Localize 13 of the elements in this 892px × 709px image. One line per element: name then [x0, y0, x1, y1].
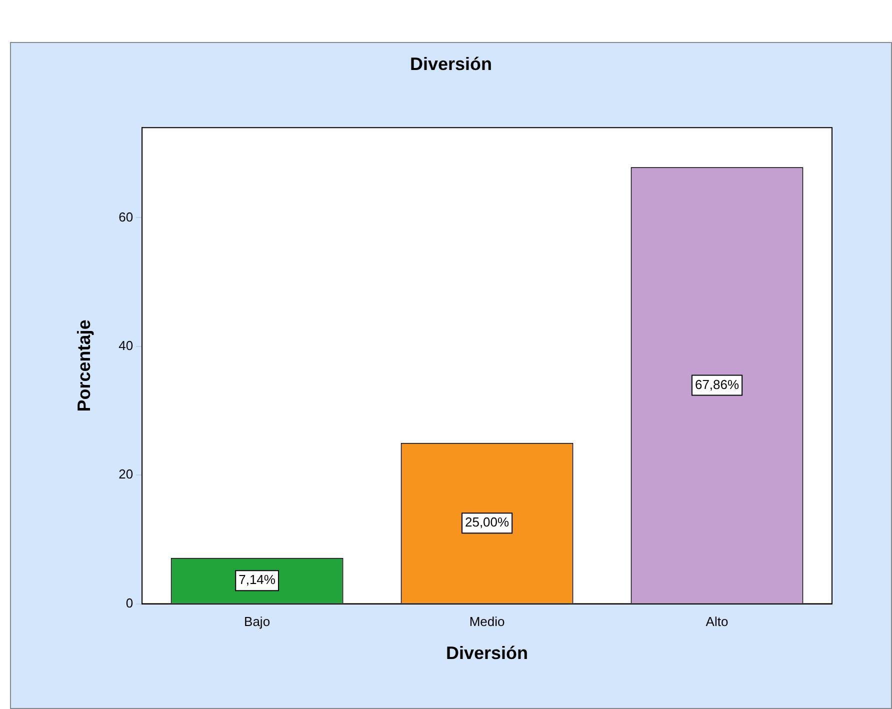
data-label: 67,86% [694, 376, 740, 392]
y-tick-label: 20 [118, 466, 134, 482]
data-label: 25,00% [464, 514, 510, 530]
x-tick-label: Alto [706, 614, 728, 630]
y-tick-label: 0 [126, 595, 134, 610]
data-label: 7,14% [238, 572, 276, 588]
x-axis-title: Diversión [446, 643, 528, 664]
x-tick-label: Bajo [244, 614, 270, 630]
y-tick-label: 60 [118, 209, 134, 224]
x-tick-label: Medio [469, 614, 505, 630]
chart-title: Diversión [410, 54, 492, 74]
y-axis-title: Porcentaje [74, 320, 94, 412]
y-tick-label: 40 [118, 338, 134, 353]
